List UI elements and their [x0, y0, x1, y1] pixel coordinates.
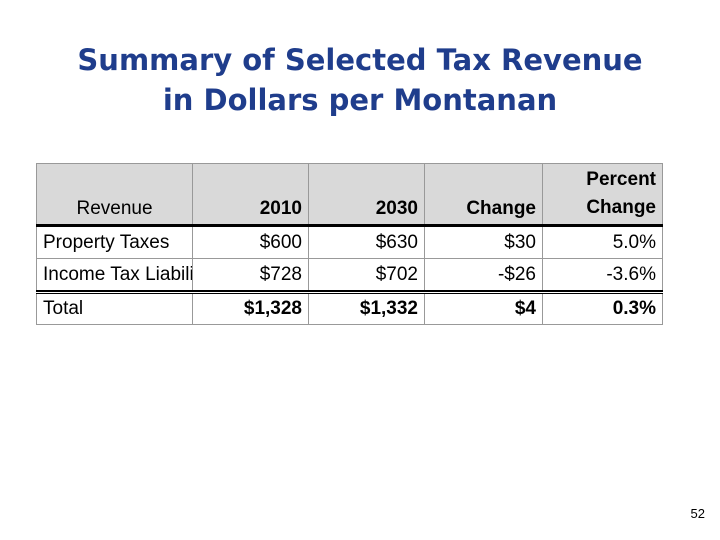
- cell-change: $30: [424, 225, 543, 259]
- header-2030: 2030: [308, 163, 425, 227]
- header-revenue: Revenue: [36, 163, 193, 227]
- row-label: Income Tax Liability: [36, 258, 193, 292]
- row-label: Property Taxes: [36, 225, 193, 259]
- title-line-1: Summary of Selected Tax Revenue: [77, 43, 643, 77]
- table-row: Property Taxes $600 $630 $30 5.0%: [36, 225, 663, 259]
- total-row: Total $1,328 $1,332 $4 0.3%: [36, 293, 663, 325]
- slide-title: Summary of Selected Tax Revenue in Dolla…: [0, 40, 720, 120]
- cell-percent-change: -3.6%: [542, 258, 663, 292]
- header-percent-change: Percent Change: [542, 163, 663, 227]
- cell-2030: $630: [308, 225, 425, 259]
- cell-2010: $600: [192, 225, 309, 259]
- total-separator: [36, 290, 663, 294]
- total-change: $4: [424, 293, 543, 325]
- cell-2010: $728: [192, 258, 309, 292]
- table-row: Income Tax Liability $728 $702 -$26 -3.6…: [36, 258, 663, 292]
- page-number: 52: [690, 506, 705, 521]
- header-percent-line-1: Percent: [586, 169, 656, 190]
- cell-2030: $702: [308, 258, 425, 292]
- header-2010: 2010: [192, 163, 309, 227]
- header-change: Change: [424, 163, 543, 227]
- total-percent-change: 0.3%: [542, 293, 663, 325]
- cell-percent-change: 5.0%: [542, 225, 663, 259]
- total-2010: $1,328: [192, 293, 309, 325]
- total-label: Total: [36, 293, 193, 325]
- cell-change: -$26: [424, 258, 543, 292]
- table-header-row: Revenue 2010 2030 Change Percent Change: [36, 163, 663, 227]
- header-percent-line-2: Change: [586, 197, 656, 218]
- title-line-2: in Dollars per Montanan: [162, 83, 558, 117]
- tax-revenue-table: Revenue 2010 2030 Change Percent Change P…: [36, 163, 663, 325]
- total-2030: $1,332: [308, 293, 425, 325]
